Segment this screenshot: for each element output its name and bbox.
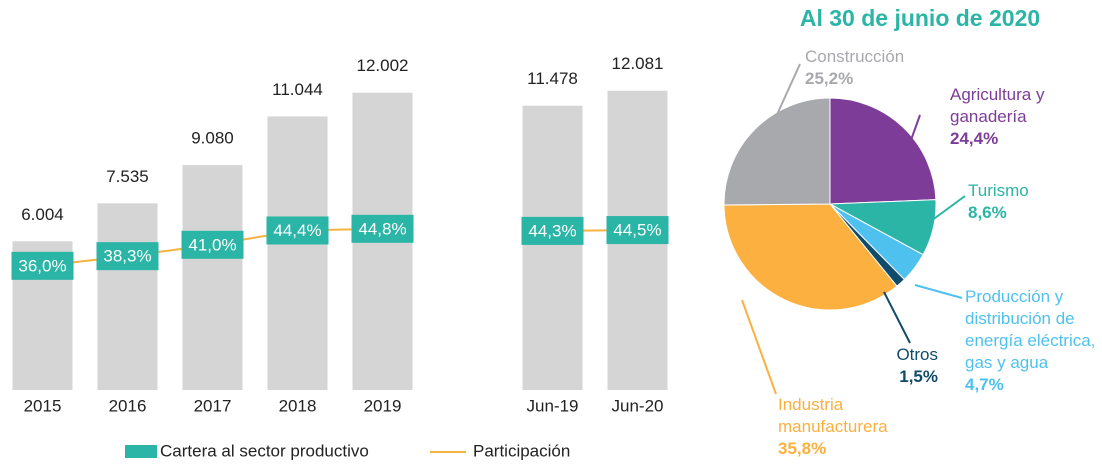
leader-line [914,284,963,299]
pie-label: Otros 1,5% [880,344,938,388]
chart-title: Al 30 de junio de 2020 [800,5,1040,31]
line-value-label: 36,0% [18,256,66,275]
legend-swatch [125,445,157,458]
pie-category: Turismo [968,181,1029,200]
x-tick-label: 2018 [279,396,317,415]
x-tick-label: 2017 [194,396,232,415]
pie-slice [723,203,898,311]
line-point-box [266,216,329,245]
pie-slice [829,97,937,205]
line-point-box [521,216,584,245]
bar-value-label: 9.080 [191,129,234,148]
pie-value-label: 24,4% [950,129,999,148]
line-point-box [96,242,159,271]
bar [522,105,583,391]
line-value-label: 44,3% [528,221,576,240]
x-tick-label: 2016 [109,396,147,415]
bar [182,165,243,390]
line-value-label: 41,0% [188,235,236,254]
bar-value-label: 12.002 [357,56,409,75]
pie-category: Agricultura y ganadería [950,85,1045,126]
leader-line [741,299,777,395]
bar-value-label: 7.535 [106,167,149,186]
line-value-label: 44,8% [358,219,406,238]
pie-label: Construcción 25,2% [805,46,945,90]
line-value-label: 44,5% [613,221,661,240]
line-point-box [11,251,74,280]
pie-category: Construcción [805,47,905,66]
legend-label: Participación [473,441,570,460]
bar [97,203,158,390]
line-point-box [606,216,669,245]
bar-value-label: 6.004 [21,205,64,224]
pie-label: Industria manufacturera 35,8% [778,394,938,460]
pie-label: Agricultura y ganadería 24,4% [950,84,1090,150]
line-value-label: 44,4% [273,221,321,240]
line-point-box [351,214,414,243]
pie-category: Producción y distribución de energía elé… [965,287,1096,372]
x-tick-label: Jun-20 [612,396,664,415]
pie-label: Producción y distribución de energía elé… [965,286,1102,396]
bar-value-label: 11.044 [272,80,323,99]
leader-line [744,63,801,186]
x-tick-label: 2019 [364,396,402,415]
pie-value-label: 35,8% [778,439,827,458]
pie-category: Industria manufacturera [778,395,888,436]
leader-line [892,114,921,191]
line-value-label: 38,3% [103,247,151,266]
pie-value-label: 4,7% [965,375,1004,394]
bar-value-label: 11.478 [527,69,578,88]
x-tick-label: Jun-19 [527,396,579,415]
x-tick-label: 2015 [24,396,62,415]
legend-label: Cartera al sector productivo [160,441,369,460]
leader-line [904,195,966,241]
pie-value-label: 1,5% [899,367,938,386]
leader-line [883,291,911,344]
line-point-box [181,230,244,259]
pie-value-label: 25,2% [805,69,854,88]
pie-slice [723,97,831,206]
bar-value-label: 12.081 [612,54,664,73]
pie-category: Otros [896,345,938,364]
pie-value-label: 8,6% [968,203,1007,222]
pie-label: Turismo 8,6% [968,180,1088,224]
bar [267,116,328,391]
